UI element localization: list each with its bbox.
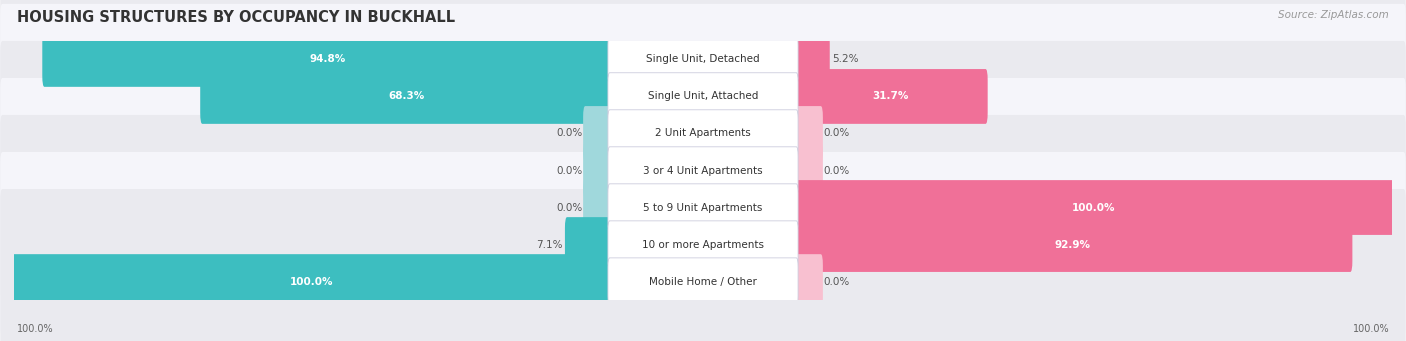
Text: Single Unit, Detached: Single Unit, Detached [647,55,759,64]
Text: 92.9%: 92.9% [1054,239,1091,250]
Text: 100.0%: 100.0% [17,324,53,334]
FancyBboxPatch shape [607,36,799,83]
FancyBboxPatch shape [793,180,1395,235]
FancyBboxPatch shape [607,73,799,120]
FancyBboxPatch shape [0,152,1406,337]
FancyBboxPatch shape [0,41,1406,226]
Text: 31.7%: 31.7% [872,91,908,102]
FancyBboxPatch shape [607,110,799,157]
FancyBboxPatch shape [0,115,1406,300]
Text: 0.0%: 0.0% [557,203,582,212]
FancyBboxPatch shape [793,217,1353,272]
FancyBboxPatch shape [200,69,613,124]
FancyBboxPatch shape [583,106,613,161]
Text: 100.0%: 100.0% [1073,203,1116,212]
Text: 94.8%: 94.8% [309,55,346,64]
FancyBboxPatch shape [0,78,1406,263]
Text: Mobile Home / Other: Mobile Home / Other [650,277,756,286]
FancyBboxPatch shape [607,184,799,231]
FancyBboxPatch shape [793,32,830,87]
Text: 0.0%: 0.0% [824,277,849,286]
Text: 0.0%: 0.0% [824,129,849,138]
FancyBboxPatch shape [11,254,613,309]
FancyBboxPatch shape [793,254,823,309]
Text: 0.0%: 0.0% [557,129,582,138]
FancyBboxPatch shape [0,4,1406,189]
FancyBboxPatch shape [565,217,613,272]
Text: Source: ZipAtlas.com: Source: ZipAtlas.com [1278,10,1389,20]
Text: 5.2%: 5.2% [832,55,859,64]
FancyBboxPatch shape [0,189,1406,341]
Text: 0.0%: 0.0% [557,165,582,176]
Text: Single Unit, Attached: Single Unit, Attached [648,91,758,102]
Text: 7.1%: 7.1% [536,239,562,250]
FancyBboxPatch shape [583,143,613,198]
FancyBboxPatch shape [793,69,987,124]
FancyBboxPatch shape [793,106,823,161]
FancyBboxPatch shape [607,258,799,305]
FancyBboxPatch shape [0,0,1406,152]
Text: 100.0%: 100.0% [1353,324,1389,334]
Text: 3 or 4 Unit Apartments: 3 or 4 Unit Apartments [643,165,763,176]
Text: 68.3%: 68.3% [388,91,425,102]
FancyBboxPatch shape [607,147,799,194]
FancyBboxPatch shape [583,180,613,235]
Text: 10 or more Apartments: 10 or more Apartments [643,239,763,250]
Text: 100.0%: 100.0% [290,277,333,286]
FancyBboxPatch shape [42,32,613,87]
Text: 2 Unit Apartments: 2 Unit Apartments [655,129,751,138]
Text: 0.0%: 0.0% [824,165,849,176]
Text: 5 to 9 Unit Apartments: 5 to 9 Unit Apartments [644,203,762,212]
FancyBboxPatch shape [607,221,799,268]
FancyBboxPatch shape [793,143,823,198]
Text: HOUSING STRUCTURES BY OCCUPANCY IN BUCKHALL: HOUSING STRUCTURES BY OCCUPANCY IN BUCKH… [17,10,456,25]
